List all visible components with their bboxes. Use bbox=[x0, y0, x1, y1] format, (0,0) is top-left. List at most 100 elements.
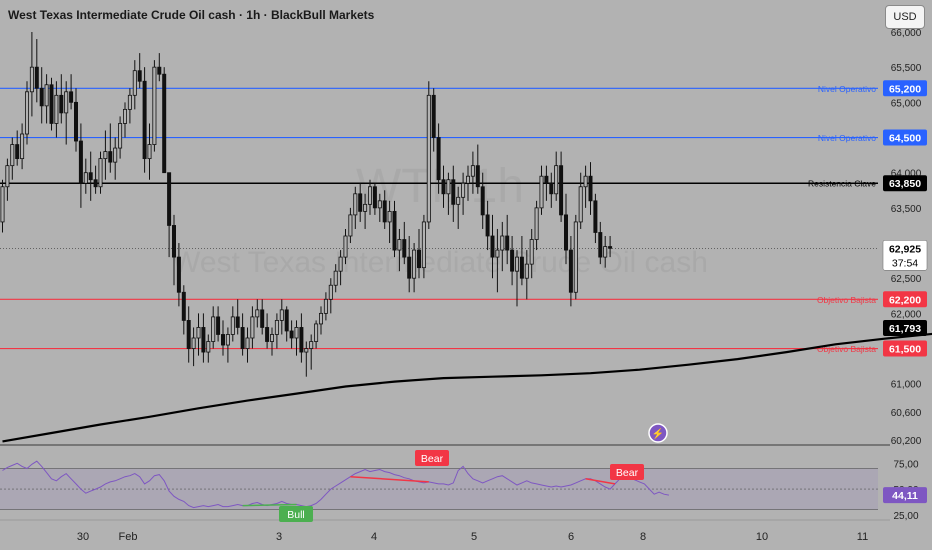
candle-body-52 bbox=[255, 309, 260, 318]
candle-body-42 bbox=[206, 341, 211, 353]
candle-body-74 bbox=[363, 203, 368, 212]
candle-body-109 bbox=[534, 207, 539, 240]
candle-body-73 bbox=[358, 193, 363, 212]
candle-body-80 bbox=[392, 210, 397, 251]
candle-body-41 bbox=[201, 327, 206, 353]
time-tick-4: 5 bbox=[471, 531, 477, 543]
candle-body-61 bbox=[299, 327, 304, 353]
candle-body-78 bbox=[382, 200, 387, 223]
price-tick-5: 63,500 bbox=[891, 204, 922, 215]
candle-body-19 bbox=[93, 179, 98, 188]
candle-body-11 bbox=[54, 94, 59, 124]
rsi-value-box bbox=[883, 487, 927, 504]
divergence-line-2 bbox=[242, 503, 297, 507]
candle-body-82 bbox=[402, 239, 407, 258]
price-tick-11: 60,600 bbox=[891, 408, 922, 419]
price-tick-1: 65,500 bbox=[891, 63, 922, 74]
candle-body-90 bbox=[441, 179, 446, 195]
candle-body-30 bbox=[147, 144, 152, 160]
price-tick-12: 60,200 bbox=[891, 436, 922, 447]
ma-price-box bbox=[883, 319, 927, 336]
candle-body-95 bbox=[465, 175, 470, 184]
candle-body-7 bbox=[34, 66, 39, 89]
candle-body-43 bbox=[211, 316, 216, 342]
divergence-line-0 bbox=[350, 475, 429, 483]
candle-body-0 bbox=[0, 186, 5, 223]
candle-body-108 bbox=[529, 239, 534, 265]
candle-body-57 bbox=[279, 309, 284, 321]
candle-body-103 bbox=[505, 235, 510, 251]
time-tick-1: Feb bbox=[119, 531, 138, 543]
time-tick-3: 4 bbox=[371, 531, 377, 543]
candle-body-121 bbox=[593, 200, 598, 233]
divergence-label-1: Bear bbox=[616, 467, 639, 479]
candle-body-46 bbox=[225, 334, 230, 346]
alert-icon bbox=[648, 423, 668, 443]
candle-body-75 bbox=[367, 186, 372, 205]
candle-body-92 bbox=[451, 179, 456, 205]
candle-body-111 bbox=[544, 175, 549, 184]
candle-body-22 bbox=[108, 151, 113, 163]
candle-body-26 bbox=[127, 94, 132, 110]
candle-body-93 bbox=[456, 196, 461, 205]
candle-body-3 bbox=[15, 144, 20, 160]
moving-average-line bbox=[2, 332, 932, 443]
price-tick-2: 65,000 bbox=[891, 98, 922, 109]
candle-body-54 bbox=[265, 327, 270, 342]
level-label-3: Objetivo Bajista bbox=[817, 295, 876, 305]
candle-body-116 bbox=[568, 249, 573, 293]
level-price-box-2 bbox=[883, 175, 927, 192]
level-price-box-0 bbox=[883, 80, 927, 97]
candle-body-6 bbox=[29, 66, 34, 93]
candle-body-70 bbox=[343, 235, 348, 258]
candle-body-106 bbox=[519, 256, 524, 279]
candle-body-118 bbox=[578, 186, 583, 223]
time-tick-0: 30 bbox=[77, 531, 89, 543]
candle-body-99 bbox=[485, 214, 490, 237]
candle-body-14 bbox=[69, 91, 74, 103]
time-tick-8: 11 bbox=[857, 531, 868, 543]
price-tick-10: 61,000 bbox=[891, 380, 922, 391]
level-price-text-0: 65,200 bbox=[889, 83, 921, 95]
candle-body-37 bbox=[181, 291, 186, 321]
level-label-4: Objetivo Bajista bbox=[817, 344, 876, 354]
rsi-band-fill bbox=[0, 468, 878, 510]
candle-body-60 bbox=[294, 327, 299, 339]
rsi-tick-0: 75,00 bbox=[893, 459, 918, 470]
candle-body-24 bbox=[118, 123, 123, 149]
candle-body-16 bbox=[78, 140, 83, 184]
candle-body-117 bbox=[573, 221, 578, 293]
candle-body-50 bbox=[245, 337, 250, 349]
candle-body-96 bbox=[470, 165, 475, 177]
candle-body-51 bbox=[250, 316, 255, 339]
candle-body-25 bbox=[123, 108, 128, 124]
candle-body-85 bbox=[416, 249, 421, 269]
candle-body-10 bbox=[49, 84, 54, 124]
ma-price-text: 61,793 bbox=[889, 323, 921, 335]
candle-body-33 bbox=[162, 73, 167, 174]
time-tick-6: 8 bbox=[640, 531, 646, 543]
candle-body-86 bbox=[421, 221, 426, 269]
level-label-2: Resistencia Clave bbox=[808, 179, 876, 189]
candle-body-122 bbox=[598, 232, 603, 258]
candle-body-48 bbox=[235, 316, 240, 328]
rsi-tick-2: 25,00 bbox=[893, 511, 918, 522]
candle-body-21 bbox=[103, 151, 108, 160]
candle-body-53 bbox=[260, 309, 265, 328]
candle-body-123 bbox=[603, 246, 608, 258]
candle-body-68 bbox=[333, 270, 338, 286]
candle-body-59 bbox=[289, 330, 294, 339]
currency-button[interactable]: USD bbox=[885, 5, 925, 29]
time-tick-7: 10 bbox=[756, 531, 768, 543]
candle-body-13 bbox=[64, 91, 69, 114]
candle-body-97 bbox=[475, 165, 480, 188]
candle-body-67 bbox=[328, 284, 333, 300]
candle-body-62 bbox=[304, 348, 309, 353]
candle-body-47 bbox=[230, 316, 235, 335]
candle-body-94 bbox=[461, 182, 466, 198]
rsi-line bbox=[2, 460, 669, 509]
candle-body-124 bbox=[608, 246, 613, 249]
candle-body-44 bbox=[216, 316, 221, 335]
candle-body-81 bbox=[397, 239, 402, 251]
